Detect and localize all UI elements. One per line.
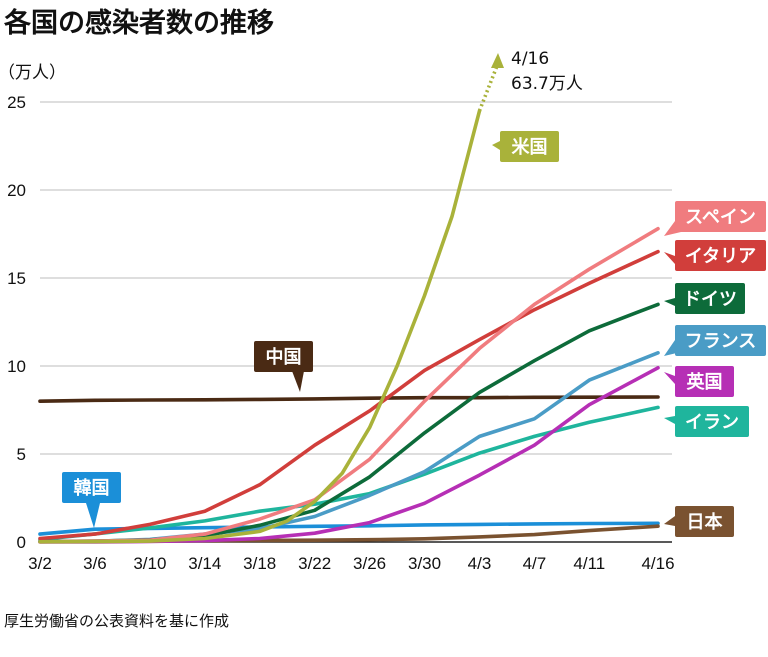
label-box-イタリア bbox=[675, 240, 766, 271]
label-box-イラン bbox=[675, 406, 749, 437]
gridlines bbox=[40, 101, 672, 543]
label-pointer bbox=[664, 252, 675, 264]
series-label: 米国 bbox=[512, 136, 548, 158]
annotation-value: 63.7万人 bbox=[511, 74, 583, 94]
y-tick-label: 5 bbox=[17, 445, 26, 464]
series-label: 韓国 bbox=[74, 477, 110, 499]
label-pointer bbox=[292, 371, 304, 392]
label-box-韓国 bbox=[62, 472, 121, 503]
series-label: スペイン bbox=[685, 207, 756, 228]
y-tick-label: 15 bbox=[7, 269, 26, 288]
series-label: フランス bbox=[685, 331, 757, 352]
x-tick-label: 3/30 bbox=[408, 554, 441, 573]
y-tick-labels: 0 5 10 15 20 25 bbox=[7, 93, 26, 552]
us-arrowhead bbox=[491, 53, 504, 68]
label-pointer bbox=[492, 141, 500, 150]
source-note: 厚生労働省の公表資料を基に作成 bbox=[4, 612, 229, 630]
label-pointer bbox=[664, 372, 675, 384]
series-label: 日本 bbox=[687, 511, 723, 533]
x-tick-label: 3/18 bbox=[243, 554, 276, 573]
label-pointer bbox=[664, 416, 675, 424]
unit-label: （万人） bbox=[0, 63, 66, 83]
y-tick-label: 0 bbox=[17, 533, 26, 552]
x-tick-label: 3/6 bbox=[83, 554, 107, 573]
series-label: イタリア bbox=[685, 246, 756, 267]
x-tick-labels: 3/2 3/6 3/10 3/14 3/18 3/22 3/26 3/30 4/3 4/7 4/11… bbox=[28, 554, 674, 573]
series-label: 中国 bbox=[266, 346, 302, 368]
x-tick-label: 3/26 bbox=[353, 554, 386, 573]
x-tick-label: 4/11 bbox=[573, 554, 605, 573]
label-box-英国 bbox=[675, 366, 734, 397]
label-box-米国 bbox=[500, 131, 559, 162]
label-box-日本 bbox=[675, 506, 734, 537]
chart-title: 各国の感染者数の推移 bbox=[3, 7, 274, 39]
x-tick-label: 4/16 bbox=[641, 554, 674, 573]
label-pointer bbox=[664, 298, 675, 306]
series-label: ドイツ bbox=[683, 289, 737, 310]
y-tick-label: 25 bbox=[7, 93, 26, 112]
y-tick-label: 20 bbox=[7, 181, 26, 200]
series-line-フランス bbox=[38, 350, 660, 544]
x-tick-label: 3/14 bbox=[188, 554, 221, 573]
x-tick-label: 3/22 bbox=[298, 554, 331, 573]
x-tick-label: 3/2 bbox=[28, 554, 52, 573]
annotation-date: 4/16 bbox=[511, 49, 549, 69]
series-line-米国 bbox=[38, 109, 482, 544]
series-label: イラン bbox=[685, 412, 739, 433]
label-box-スペイン bbox=[675, 201, 766, 232]
series-line-スペイン bbox=[38, 226, 660, 544]
us-extension-line bbox=[477, 65, 499, 112]
series-line-中国 bbox=[38, 395, 660, 404]
x-tick-label: 3/10 bbox=[133, 554, 166, 573]
label-box-フランス bbox=[675, 325, 766, 356]
series-line-イタリア bbox=[38, 249, 660, 541]
y-tick-label: 10 bbox=[7, 357, 26, 376]
x-tick-label: 4/3 bbox=[468, 554, 492, 573]
label-box-ドイツ bbox=[675, 283, 745, 314]
x-tick-label: 4/7 bbox=[523, 554, 547, 573]
label-box-中国 bbox=[254, 341, 313, 372]
series-label: 英国 bbox=[686, 371, 723, 393]
label-pointer bbox=[664, 516, 675, 526]
label-pointer bbox=[86, 503, 100, 528]
us-annotation: 4/16 63.7万人 bbox=[477, 49, 583, 112]
series-lines bbox=[38, 109, 660, 544]
series-line-英国 bbox=[38, 365, 660, 544]
series-line-イラン bbox=[38, 405, 660, 542]
